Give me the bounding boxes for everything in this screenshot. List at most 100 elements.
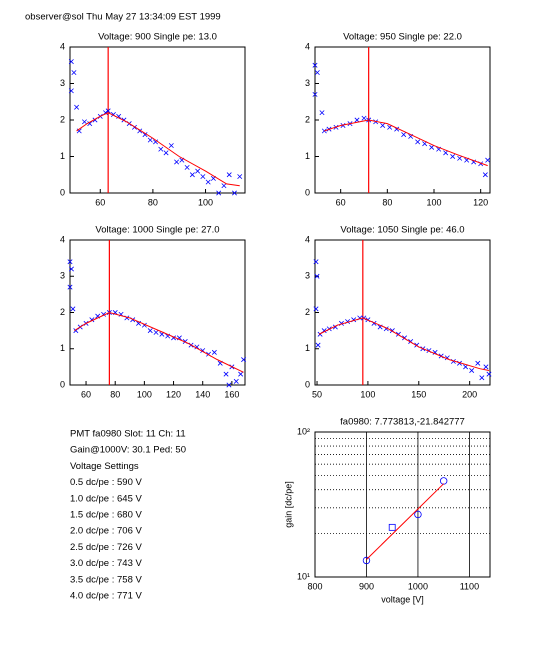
y-tick-label: 3 (305, 78, 310, 88)
point (67, 284, 73, 290)
point (205, 179, 211, 185)
point (238, 371, 244, 377)
plot-frame (314, 46, 491, 194)
point (241, 357, 247, 363)
point (194, 344, 200, 350)
y-tick-label: 3 (60, 78, 65, 88)
plot-frame (314, 239, 491, 386)
point (76, 128, 82, 134)
point (174, 159, 180, 165)
x-tick-label: 100 (426, 197, 441, 207)
point (153, 329, 159, 335)
fit-line (76, 112, 240, 187)
point (483, 364, 489, 370)
point (315, 342, 321, 348)
point (200, 174, 206, 180)
y-tick-label: 0 (60, 187, 65, 197)
point (168, 143, 174, 149)
point (70, 306, 76, 312)
x-tick-label: 160 (224, 389, 239, 399)
point (443, 150, 449, 156)
x-tick-label: 120 (473, 197, 488, 207)
y-tick-label: 1 (305, 151, 310, 161)
x-tick-label: 900 (359, 581, 374, 591)
point (439, 477, 448, 485)
point (147, 328, 153, 334)
point (233, 378, 239, 384)
point (314, 70, 320, 76)
info-line: 3.5 dc/pe : 758 V (70, 574, 142, 585)
point (312, 62, 318, 68)
y-tick-label: 1 (60, 151, 65, 161)
chart-title: Voltage: 1050 Single pe: 46.0 (340, 225, 464, 236)
point (116, 113, 122, 119)
point (81, 119, 87, 125)
x-tick-label: 150 (411, 389, 426, 399)
point (216, 190, 222, 196)
point (362, 556, 371, 565)
y-tick-label: 1 (305, 343, 310, 353)
x-tick-label: 100 (137, 389, 152, 399)
point (223, 371, 229, 377)
fit-line (366, 483, 445, 560)
point (221, 183, 227, 189)
point (486, 371, 492, 377)
y-tick-label: 4 (305, 234, 310, 244)
point (312, 91, 318, 97)
x-tick-label: 60 (336, 197, 346, 207)
chart-title: Voltage: 900 Single pe: 13.0 (98, 32, 217, 43)
point (231, 190, 237, 196)
x-tick-label: 50 (312, 389, 322, 399)
point (153, 139, 159, 145)
y-tick-label: 0 (60, 379, 65, 389)
point (479, 375, 485, 381)
point (184, 164, 190, 170)
point (450, 154, 456, 159)
point (68, 88, 74, 94)
point (189, 172, 195, 178)
y-tick-label: 4 (305, 41, 310, 51)
point (87, 121, 93, 127)
fit-line (318, 317, 490, 371)
y-tick-label: 3 (60, 271, 65, 281)
point (226, 382, 232, 388)
y-axis-label: gain [dc/pe] (283, 481, 293, 528)
info-line: Voltage Settings (70, 461, 139, 472)
info-line: Gain@1000V: 30.1 Ped: 50 (70, 445, 186, 456)
y-tick-label: 4 (60, 234, 65, 244)
x-tick-label: 200 (462, 389, 477, 399)
info-line: 3.0 dc/pe : 743 V (70, 558, 142, 569)
point (415, 139, 421, 145)
point (163, 150, 169, 156)
point (313, 259, 319, 265)
point (321, 128, 327, 134)
point (226, 172, 232, 178)
x-tick-label: 100 (360, 389, 375, 399)
info-line: 2.5 dc/pe : 726 V (70, 542, 142, 553)
chart-title: Voltage: 950 Single pe: 22.0 (343, 32, 462, 43)
x-tick-label: 1100 (460, 581, 479, 591)
y-tick-label: 2 (305, 307, 310, 317)
point (380, 122, 386, 128)
y-tick-label: 1 (60, 343, 65, 353)
point (319, 110, 325, 116)
chart-title: fa0980: 7.773813,-21.842777 (340, 417, 465, 428)
x-tick-label: 1000 (408, 581, 428, 591)
y-tick-label: 2 (60, 307, 65, 317)
point (482, 172, 488, 178)
point (74, 104, 80, 110)
point (67, 259, 73, 265)
point (147, 137, 153, 143)
fit-line (324, 119, 488, 167)
x-tick-label: 120 (166, 389, 181, 399)
point (469, 368, 475, 373)
x-tick-label: 80 (110, 389, 120, 399)
point (485, 157, 491, 163)
point (68, 266, 74, 272)
y-tick-label: 2 (60, 114, 65, 124)
point (195, 168, 201, 174)
point (475, 360, 481, 366)
point (211, 349, 217, 355)
info-line: 1.0 dc/pe : 645 V (70, 493, 142, 504)
